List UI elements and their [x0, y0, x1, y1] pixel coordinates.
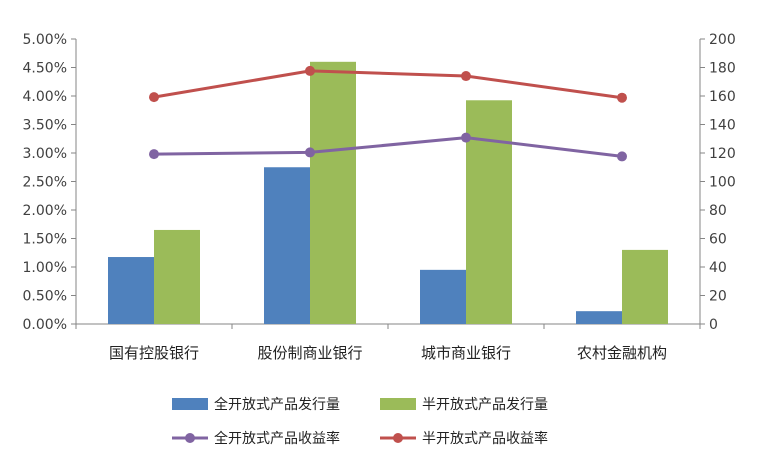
- legend-marker-3: [185, 433, 195, 443]
- category-label: 农村金融机构: [577, 344, 667, 362]
- left-tick-label: 0.00%: [23, 317, 67, 333]
- line-point-4-2: [305, 65, 315, 76]
- right-tick-label: 20: [709, 289, 727, 305]
- left-axis-ticks: 0.00% 0.50% 1.00% 1.50% 2.00% 2.50% 3.00% 3.50%…: [23, 32, 76, 333]
- left-tick-label: 3.00%: [23, 146, 67, 162]
- line-series: [149, 65, 627, 162]
- legend-swatch-2: [380, 398, 416, 410]
- line-point-4-3: [461, 71, 471, 82]
- line-point-4-1: [149, 92, 159, 103]
- bar-1-3: [420, 269, 466, 324]
- line-point-4-4: [617, 92, 627, 103]
- right-tick-label: 140: [709, 118, 736, 134]
- left-tick-label: 3.50%: [23, 118, 67, 134]
- category-labels: 国有控股银行 股份制商业银行 城市商业银行 农村金融机构: [109, 344, 667, 362]
- bar-1-2: [264, 167, 310, 324]
- category-label: 股份制商业银行: [257, 344, 362, 362]
- line-point-3-1: [149, 149, 159, 160]
- right-tick-label: 100: [709, 175, 736, 191]
- bar-2-1: [154, 229, 200, 324]
- left-tick-label: 4.50%: [23, 61, 67, 77]
- left-tick-label: 2.00%: [23, 203, 67, 219]
- right-tick-label: 180: [709, 61, 736, 77]
- right-tick-label: 40: [709, 260, 727, 276]
- line-point-3-2: [305, 147, 315, 158]
- series-line-3: [153, 136, 623, 158]
- right-tick-label: 80: [709, 203, 727, 219]
- line-point-3-4: [617, 151, 627, 162]
- left-tick-label: 0.50%: [23, 289, 67, 305]
- bar-1-1: [108, 257, 154, 324]
- bar-series: [108, 61, 668, 325]
- right-tick-label: 160: [709, 89, 736, 105]
- right-tick-label: 120: [709, 146, 736, 162]
- legend-label-3: 全开放式产品收益率: [214, 430, 340, 447]
- category-label: 城市商业银行: [421, 344, 511, 362]
- legend-swatch-1: [172, 398, 208, 410]
- left-tick-label: 5.00%: [23, 32, 67, 48]
- bar-2-4: [622, 249, 668, 324]
- left-tick-label: 4.00%: [23, 89, 67, 105]
- category-label: 国有控股银行: [109, 344, 199, 362]
- line-point-3-3: [461, 132, 471, 143]
- right-tick-label: 60: [709, 232, 727, 248]
- bar-2-3: [466, 100, 512, 325]
- bar-1-4: [576, 311, 622, 324]
- legend-marker-4: [393, 433, 403, 443]
- legend-label-1: 全开放式产品发行量: [214, 396, 340, 413]
- left-tick-label: 2.50%: [23, 175, 67, 191]
- legend-label-2: 半开放式产品发行量: [422, 397, 548, 413]
- right-tick-label: 0: [709, 317, 718, 333]
- right-axis-ticks: 0 20 40 60 80 100 120 140 160 180 200: [700, 32, 736, 333]
- left-tick-label: 1.50%: [23, 232, 67, 248]
- bar-2-2: [310, 61, 356, 325]
- series-line-4: [153, 69, 623, 100]
- legend-label-4: 半开放式产品收益率: [422, 430, 548, 447]
- right-tick-label: 200: [709, 32, 736, 48]
- left-tick-label: 1.00%: [23, 260, 67, 276]
